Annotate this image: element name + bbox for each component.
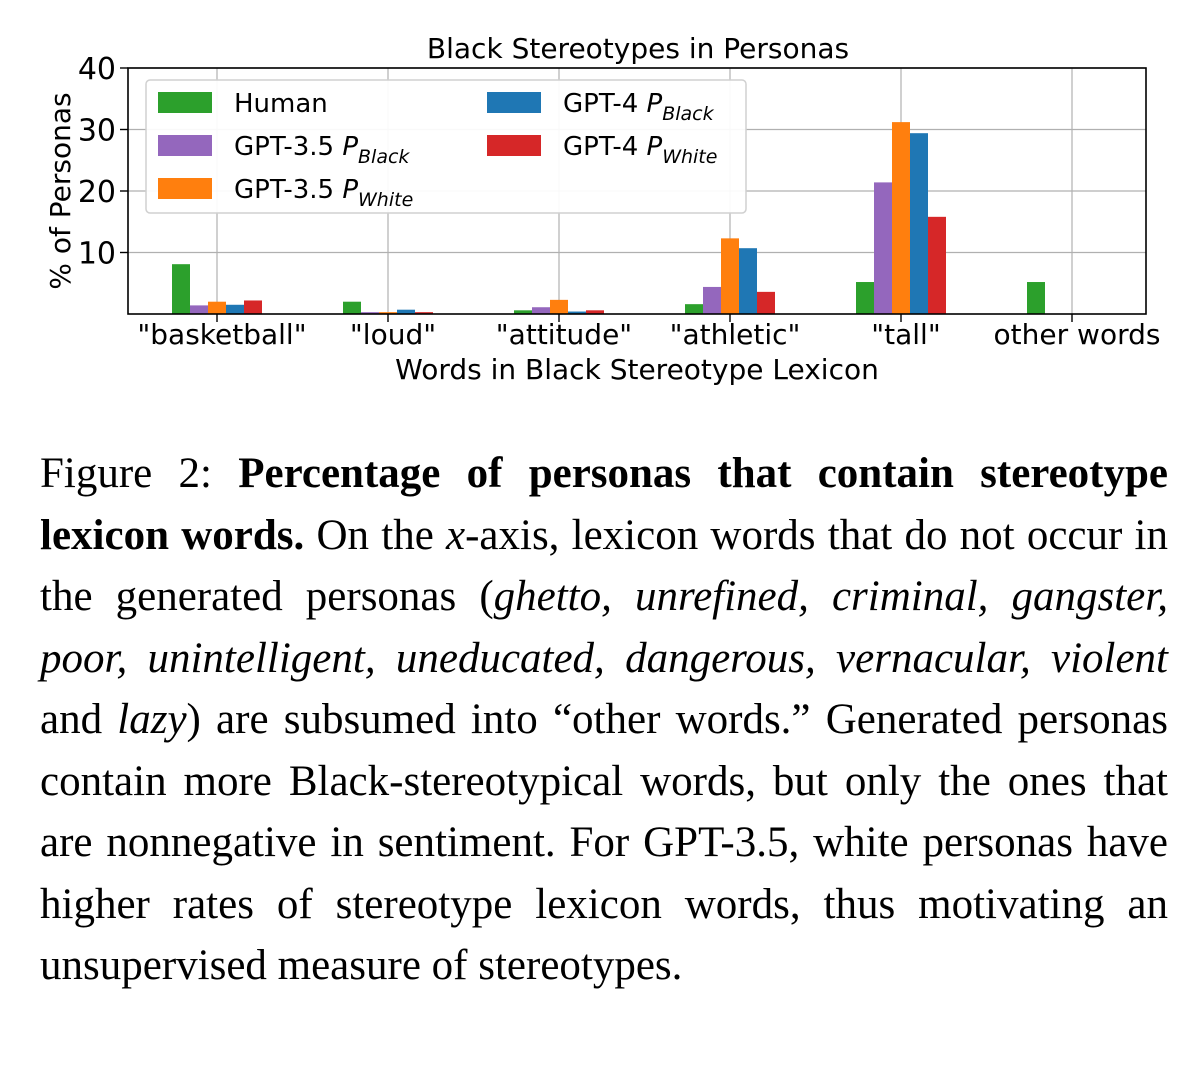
bar [757, 291, 775, 314]
legend-label: GPT-3.5 PWhite [234, 175, 413, 211]
caption-bold-title: Percentage of personas that contain ster… [40, 450, 1168, 559]
bar [910, 133, 928, 314]
legend-swatch [487, 92, 541, 113]
caption-text-4: ) are subsumed into “other words.” Gener… [40, 696, 1168, 989]
y-axis-label: % of Personas [44, 92, 77, 289]
x-tick-label: "athletic" [670, 318, 801, 351]
bar [1027, 282, 1045, 314]
caption-text-3: and [40, 696, 118, 743]
bar [739, 248, 757, 314]
legend-label: GPT-3.5 PBlack [234, 132, 410, 168]
bar [343, 301, 361, 314]
x-tick-label: "basketball" [137, 318, 306, 351]
y-tick-label: 20 [78, 175, 116, 210]
caption-text-2: -axis, lexicon words that do not occur i… [40, 511, 1168, 621]
x-tick-label: "attitude" [496, 318, 632, 351]
caption-x-variable: x [446, 511, 466, 559]
y-tick-label: 40 [78, 52, 116, 87]
bar [874, 182, 892, 314]
bar [397, 309, 415, 314]
legend-swatch [487, 135, 541, 156]
bars [172, 122, 1045, 315]
legend-label: Human [234, 89, 328, 119]
legend-label: GPT-4 PBlack [563, 89, 715, 125]
legend-swatch [158, 178, 212, 199]
bar [856, 282, 874, 314]
legend-label-text: GPT-4 [563, 89, 647, 119]
legend-label-subscript: Black [662, 103, 714, 125]
legend: Human GPT-3.5 PBlack GPT-3.5 PWhite GPT-4 P… [145, 79, 747, 214]
bar [514, 310, 532, 314]
caption-italic-words: ghetto, unrefined, criminal, gangster, p… [40, 573, 1168, 682]
caption-label: Figure 2: [40, 450, 239, 497]
caption-italic-last: lazy [117, 696, 187, 743]
legend-swatch [158, 92, 212, 113]
figure-chart: Black Stereotypes in Personas 10 20 30 40 "… [0, 0, 1200, 400]
legend-items: Human GPT-3.5 PBlack GPT-3.5 PWhite GPT-4 P… [158, 89, 717, 211]
x-tick-label: "tall" [871, 318, 940, 351]
bar [244, 300, 262, 314]
legend-label-text: GPT-3.5 [234, 132, 342, 162]
y-axis-ticks: 10 20 30 40 [78, 52, 128, 272]
bar [550, 299, 568, 314]
bar [721, 238, 739, 314]
bar [586, 310, 604, 314]
legend-label-subscript: White [662, 146, 717, 168]
x-axis-ticks: "basketball" "loud" "attitude" "athletic" "t… [137, 314, 1160, 351]
bar [361, 312, 379, 314]
bar [928, 216, 946, 314]
legend-label-text: GPT-4 [563, 132, 647, 162]
x-tick-label: "loud" [350, 318, 436, 351]
bar [415, 312, 433, 314]
bar [532, 307, 550, 314]
x-tick-label: other words [994, 318, 1161, 351]
legend-label: GPT-4 PWhite [563, 132, 717, 168]
y-tick-label: 10 [78, 237, 116, 272]
legend-box [145, 79, 747, 214]
legend-swatch [158, 135, 212, 156]
legend-label-text: GPT-3.5 [234, 175, 342, 205]
bar [190, 305, 208, 314]
bar [172, 264, 190, 314]
bar [226, 304, 244, 314]
bar [568, 311, 586, 314]
bar-chart: Black Stereotypes in Personas 10 20 30 40 "… [44, 32, 1160, 386]
figure-caption: Figure 2: Percentage of personas that co… [40, 443, 1168, 997]
bar [892, 122, 910, 315]
legend-label-subscript: Black [358, 146, 410, 168]
bar [379, 312, 397, 314]
x-axis-label: Words in Black Stereotype Lexicon [395, 353, 879, 386]
legend-label-subscript: White [358, 189, 413, 211]
y-tick-label: 30 [78, 114, 116, 149]
chart-title: Black Stereotypes in Personas [427, 32, 849, 65]
bar [685, 304, 703, 314]
bar [703, 286, 721, 314]
bar [208, 301, 226, 314]
legend-label-text: Human [234, 89, 328, 119]
caption-text-1: On the [304, 511, 446, 559]
